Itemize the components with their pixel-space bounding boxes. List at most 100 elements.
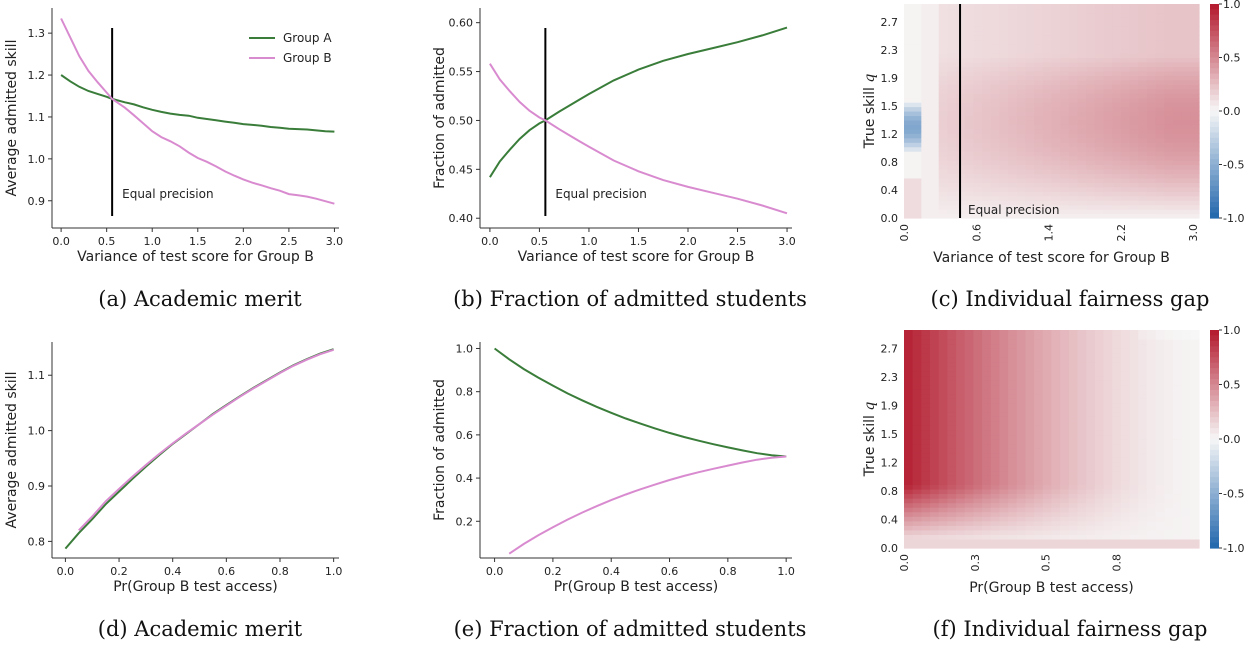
heat-cell: [930, 402, 940, 408]
heat-cell: [1034, 502, 1044, 508]
heat-cell: [999, 48, 1009, 54]
heat-cell: [1155, 511, 1165, 517]
heat-cell: [1086, 173, 1096, 179]
heat-cell: [1094, 420, 1105, 426]
heat-cell: [1190, 520, 1200, 526]
heat-cell: [1051, 128, 1061, 134]
heat-cell: [912, 361, 922, 367]
heat-cell: [1008, 502, 1018, 508]
heat-cell: [1008, 124, 1018, 130]
heat-cell: [973, 439, 983, 445]
heat-cell: [1051, 434, 1061, 440]
heat-cell: [964, 475, 975, 481]
heat-cell: [1034, 366, 1044, 372]
heat-cell: [1016, 142, 1027, 148]
heat-cell: [1181, 124, 1191, 130]
heat-cell: [1103, 375, 1113, 381]
heat-cell: [1172, 4, 1183, 10]
heat-cell: [1146, 361, 1157, 367]
heat-cell: [938, 361, 948, 367]
heat-cell: [1155, 334, 1165, 340]
heat-cell: [990, 48, 1001, 54]
heat-cell: [904, 475, 914, 481]
heat-cell: [904, 213, 914, 219]
heat-cell: [904, 12, 914, 18]
heat-cell: [982, 124, 992, 130]
heat-cell: [947, 439, 957, 445]
heat-cell: [1155, 384, 1165, 390]
heat-cell: [956, 511, 966, 517]
heat-cell: [1042, 17, 1053, 23]
heat-cell: [999, 195, 1009, 201]
heat-cell: [904, 393, 914, 399]
colorbar-cell: [1210, 493, 1219, 500]
heat-cell: [1060, 529, 1070, 535]
heat-cell: [1025, 142, 1035, 148]
heat-cell: [1016, 66, 1027, 72]
heat-cell: [1086, 4, 1096, 10]
heat-cell: [1155, 484, 1165, 490]
heat-cell: [947, 30, 957, 36]
heat-cell: [1051, 543, 1061, 549]
heat-cell: [1025, 370, 1035, 377]
heat-cell: [1155, 379, 1165, 386]
heat-cell: [982, 429, 992, 436]
heat-cell: [1120, 48, 1131, 54]
heat-cell: [912, 124, 922, 130]
heat-cell: [982, 106, 992, 112]
heat-cell: [938, 57, 948, 63]
heat-cell: [1077, 352, 1087, 358]
heat-cell: [1060, 443, 1070, 449]
heat-cell: [964, 507, 975, 513]
heat-cell: [1112, 66, 1122, 72]
heat-cell: [964, 102, 975, 108]
heat-cell: [1094, 39, 1105, 45]
heat-cell: [938, 93, 948, 99]
heat-cell: [1164, 111, 1174, 117]
heat-cell: [938, 407, 948, 413]
heat-cell: [1155, 146, 1165, 152]
heat-cell: [1146, 84, 1157, 90]
heat-cell: [1068, 106, 1079, 112]
heat-cell: [1060, 195, 1070, 201]
heat-cell: [1155, 88, 1165, 94]
heat-cell: [1068, 209, 1079, 215]
heat-cell: [956, 484, 966, 490]
heat-cell: [1060, 361, 1070, 367]
heat-cell: [1086, 146, 1096, 152]
heat-cell: [1077, 137, 1087, 143]
heat-cell: [1025, 191, 1035, 197]
heat-cell: [930, 525, 940, 531]
heat-cell: [912, 493, 922, 499]
y-axis-label: Average admitted skill: [4, 372, 20, 529]
heat-cell: [1016, 339, 1027, 345]
heat-cell: [938, 470, 948, 476]
heat-cell: [1164, 429, 1174, 436]
x-tick-label: 0.8: [719, 565, 737, 578]
heat-cell: [1120, 61, 1131, 68]
heat-cell: [904, 516, 914, 522]
heat-cell: [1008, 334, 1018, 340]
heat-cell: [956, 361, 966, 367]
heat-cell: [964, 448, 975, 454]
heat-cell: [904, 357, 914, 363]
heat-cell: [1094, 375, 1105, 381]
heat-cell: [999, 66, 1009, 72]
heat-cell: [1034, 457, 1044, 463]
heat-cell: [1042, 137, 1053, 143]
heat-cell: [1094, 200, 1105, 206]
heat-cell: [973, 457, 983, 463]
heat-cell: [1016, 186, 1027, 192]
heat-cell: [999, 102, 1009, 108]
heat-cell: [1051, 439, 1061, 445]
heat-cell: [964, 39, 975, 45]
heat-cell: [1077, 12, 1087, 18]
heat-cell: [1042, 119, 1053, 125]
heat-cell: [1060, 488, 1070, 495]
heat-cell: [1181, 429, 1191, 436]
heat-cell: [938, 177, 948, 183]
heat-cell: [1025, 106, 1035, 112]
heat-cell: [999, 70, 1009, 76]
heat-cell: [1060, 57, 1070, 63]
heat-cell: [1077, 411, 1087, 417]
